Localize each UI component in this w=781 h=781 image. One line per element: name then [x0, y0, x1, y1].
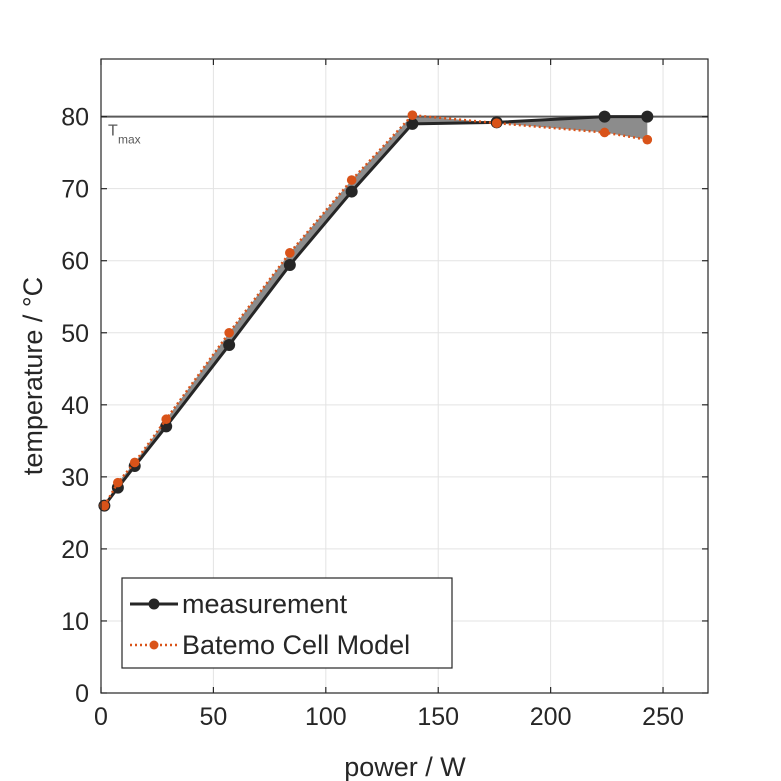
tmax-label-subscript: max: [118, 133, 141, 147]
plot-area-border: [100, 58, 709, 694]
data-point-1: [642, 134, 653, 145]
legend-model-marker: [149, 640, 159, 650]
tick-labels: 0 50 100 150 200 250 0 10 20 30 40 50 60 70 80: [61, 104, 684, 731]
axes: [100, 58, 709, 694]
y-tick-label: 70: [61, 176, 89, 204]
legend-measurement-marker: [148, 598, 160, 610]
x-tick-label: 150: [417, 703, 459, 731]
data-point-1: [99, 500, 110, 511]
y-tick-label: 0: [75, 680, 89, 708]
y-tick-label: 60: [61, 248, 89, 276]
y-tick-label: 40: [61, 392, 89, 420]
legend-box: [121, 577, 453, 669]
series-line-1: [103, 113, 648, 507]
data-point-0: [345, 185, 358, 198]
y-tick-label: 50: [61, 320, 89, 348]
difference-shading: [104, 115, 648, 506]
data-point-0: [641, 110, 654, 123]
tmax-label: T: [108, 123, 118, 140]
legend-model-label: Batemo Cell Model: [182, 630, 410, 660]
y-axis-label: temperature / °C: [18, 277, 48, 475]
data-point-1: [346, 175, 357, 185]
y-tick-label: 10: [61, 608, 89, 636]
x-tick-label: 100: [305, 703, 347, 731]
series-group: [98, 110, 654, 512]
legend-measurement-label: measurement: [182, 589, 348, 619]
x-axis-label: power / W: [344, 752, 466, 781]
x-tick-label: 200: [530, 703, 572, 731]
x-tick-label: 250: [642, 703, 684, 731]
grid: [100, 59, 708, 694]
data-point-0: [283, 259, 296, 272]
x-tick-label: 0: [94, 703, 108, 731]
legend: measurement Batemo Cell Model: [121, 577, 453, 669]
data-point-1: [113, 477, 123, 488]
data-point-1: [129, 457, 140, 468]
y-tick-label: 30: [61, 464, 89, 492]
y-tick-label: 20: [61, 536, 89, 564]
data-point-0: [223, 339, 236, 352]
data-point-1: [599, 127, 610, 138]
shaded-region: [104, 115, 648, 506]
y-tick-label: 80: [61, 104, 89, 132]
data-point-1: [285, 248, 295, 258]
data-point-1: [407, 110, 418, 120]
data-point-0: [598, 110, 611, 123]
series-line-0: [103, 115, 648, 507]
data-point-1: [224, 327, 234, 338]
data-point-1: [161, 414, 171, 425]
data-point-1: [491, 118, 502, 128]
data-point-0: [406, 117, 419, 130]
x-tick-label: 50: [200, 703, 228, 731]
